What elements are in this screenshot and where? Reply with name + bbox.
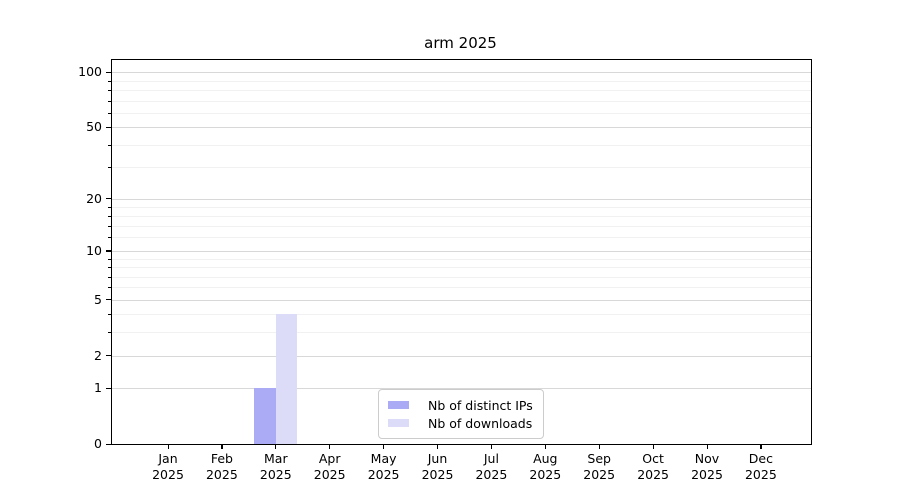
x-tick-label: Oct 2025 [637,451,669,482]
legend-swatch-downloads [388,419,409,427]
y-minor-gridline [112,267,811,269]
y-minor-gridline [112,215,811,217]
y-tick-label: 100 [78,64,102,80]
y-major-tick [106,387,111,389]
x-tick [383,444,385,449]
y-minor-tick [108,167,111,169]
y-tick-label: 1 [94,380,102,396]
y-minor-tick [108,90,111,92]
y-minor-tick [108,314,111,316]
y-minor-tick [108,215,111,217]
y-tick-label: 20 [86,190,102,206]
x-tick-label: Mar 2025 [259,451,292,482]
x-tick [544,444,546,449]
x-tick [275,444,277,449]
x-tick [437,444,439,449]
y-tick-label: 2 [94,347,102,363]
y-minor-gridline [112,80,811,82]
x-tick [221,444,223,449]
y-tick-label: 0 [94,436,102,451]
y-major-tick [106,443,111,445]
y-minor-gridline [112,237,811,239]
y-major-tick [106,71,111,73]
x-tick-label: Apr 2025 [313,451,346,482]
y-minor-tick [108,237,111,239]
y-major-gridline [112,127,811,129]
y-minor-gridline [112,100,811,102]
bar-downloads [275,314,298,444]
y-minor-gridline [112,332,811,334]
y-minor-gridline [112,206,811,208]
legend-item-downloads: Nb of downloads [388,414,534,432]
y-minor-tick [108,276,111,278]
y-major-gridline [112,299,811,301]
y-minor-tick [108,332,111,334]
legend-label-distinct-ips: Nb of distinct IPs [428,397,533,413]
y-major-tick [106,250,111,252]
y-minor-gridline [112,167,811,169]
y-major-tick [106,355,111,357]
y-tick-label: 5 [94,291,102,307]
x-tick-label: Jul 2025 [475,451,508,482]
y-major-gridline [112,388,811,390]
y-minor-gridline [112,276,811,278]
y-major-tick [106,299,111,301]
plot-area: 0 1 2 5 10 20 50 100 Jan 2025 Feb 2025 Mar 2025 Apr… [78,59,812,482]
x-tick-label: Sep 2025 [583,451,616,482]
y-minor-gridline [112,90,811,92]
legend: Nb of distinct IPs Nb of downloads [378,389,544,439]
x-tick [167,444,169,449]
y-minor-tick [108,267,111,269]
bar-distinct-ips [254,388,276,444]
y-major-tick [106,126,111,128]
x-tick [329,444,331,449]
y-major-gridline [112,250,811,252]
y-minor-tick [108,100,111,102]
y-minor-tick [108,225,111,227]
x-tick-label: Aug 2025 [529,451,562,482]
y-minor-gridline [112,225,811,227]
y-minor-gridline [112,258,811,260]
y-minor-gridline [112,144,811,146]
x-tick [598,444,600,449]
x-tick-label: Jun 2025 [421,451,454,482]
y-minor-tick [108,206,111,208]
chart-title: arm 2025 [424,34,497,52]
y-major-gridline [112,198,811,200]
y-minor-tick [108,112,111,114]
x-tick-label: Jan 2025 [152,451,184,482]
y-minor-gridline [112,112,811,114]
y-minor-tick [108,287,111,289]
x-tick [652,444,654,449]
y-major-gridline [112,72,811,74]
x-tick [490,444,493,449]
x-tick-label: May 2025 [367,451,400,482]
x-tick-label: Feb 2025 [205,451,238,482]
y-tick-label: 10 [86,242,102,258]
y-minor-tick [108,80,111,82]
y-major-tick [106,198,111,200]
y-minor-tick [108,144,111,146]
x-tick [706,444,708,449]
y-major-gridline [112,355,811,357]
y-minor-gridline [112,314,811,316]
x-tick-label: Nov 2025 [691,451,723,482]
y-tick-label: 50 [86,119,102,135]
y-minor-tick [108,258,111,260]
y-minor-gridline [112,287,811,289]
x-tick-label: Dec 2025 [744,451,777,482]
legend-label-downloads: Nb of downloads [428,415,533,431]
legend-swatch-distinct-ips [388,401,409,409]
legend-item-distinct-ips: Nb of distinct IPs [388,396,534,414]
x-tick [760,444,762,449]
